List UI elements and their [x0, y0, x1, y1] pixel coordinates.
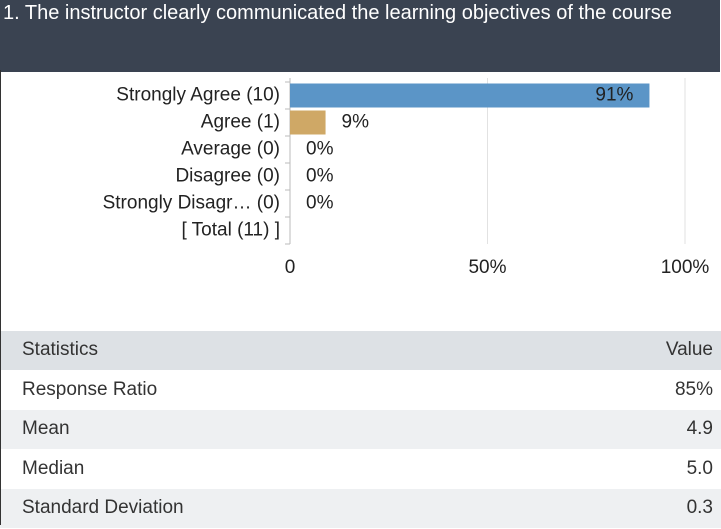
chart: 0 50% 100% Strongly Agree (10) 91% Agree (1) 9…: [103, 78, 710, 278]
question-header: 1. The instructor clearly communicated t…: [0, 0, 720, 72]
value-label: 0%: [306, 139, 334, 160]
table-row: Standard Deviation 0.3: [0, 488, 721, 529]
header-cell: Statistics: [0, 331, 514, 371]
category-label: Average (0): [181, 139, 280, 160]
header-cell: Value: [513, 331, 721, 371]
value-label: 0%: [306, 193, 334, 214]
x-tick-label: 0: [285, 257, 296, 278]
category-label: Strongly Agree (10): [116, 85, 280, 106]
x-tick-label: 50%: [468, 257, 506, 278]
left-border: [0, 70, 1, 525]
value-label: 0%: [306, 166, 334, 187]
x-tick-label: 100%: [661, 257, 710, 278]
table-cell: 0.3: [513, 488, 721, 529]
value-label: 91%: [595, 85, 633, 106]
category-label: Agree (1): [201, 112, 280, 133]
question-title: 1. The instructor clearly communicated t…: [3, 2, 672, 24]
table-row: Response Ratio 85%: [0, 370, 721, 410]
category-label: Strongly Disagr… (0): [103, 193, 280, 214]
table-cell: 4.9: [513, 409, 721, 450]
table-header-row: Statistics Value: [0, 331, 721, 371]
table-cell: 5.0: [513, 449, 721, 489]
table-cell: Standard Deviation: [0, 488, 514, 529]
bar: [290, 83, 650, 108]
value-label: 9%: [342, 112, 370, 133]
bar: [290, 110, 326, 135]
category-label: Disagree (0): [175, 166, 280, 187]
table-cell: Mean: [0, 409, 514, 450]
statistics-table: Statistics Value Response Ratio 85% Mean 4.9 M…: [0, 331, 721, 529]
category-label: [ Total (11) ]: [181, 220, 280, 241]
table-cell: 85%: [513, 370, 721, 410]
table-row: Mean 4.9: [0, 409, 721, 450]
table-cell: Response Ratio: [0, 370, 514, 410]
table-row: Median 5.0: [0, 449, 721, 489]
table-cell: Median: [0, 449, 514, 489]
